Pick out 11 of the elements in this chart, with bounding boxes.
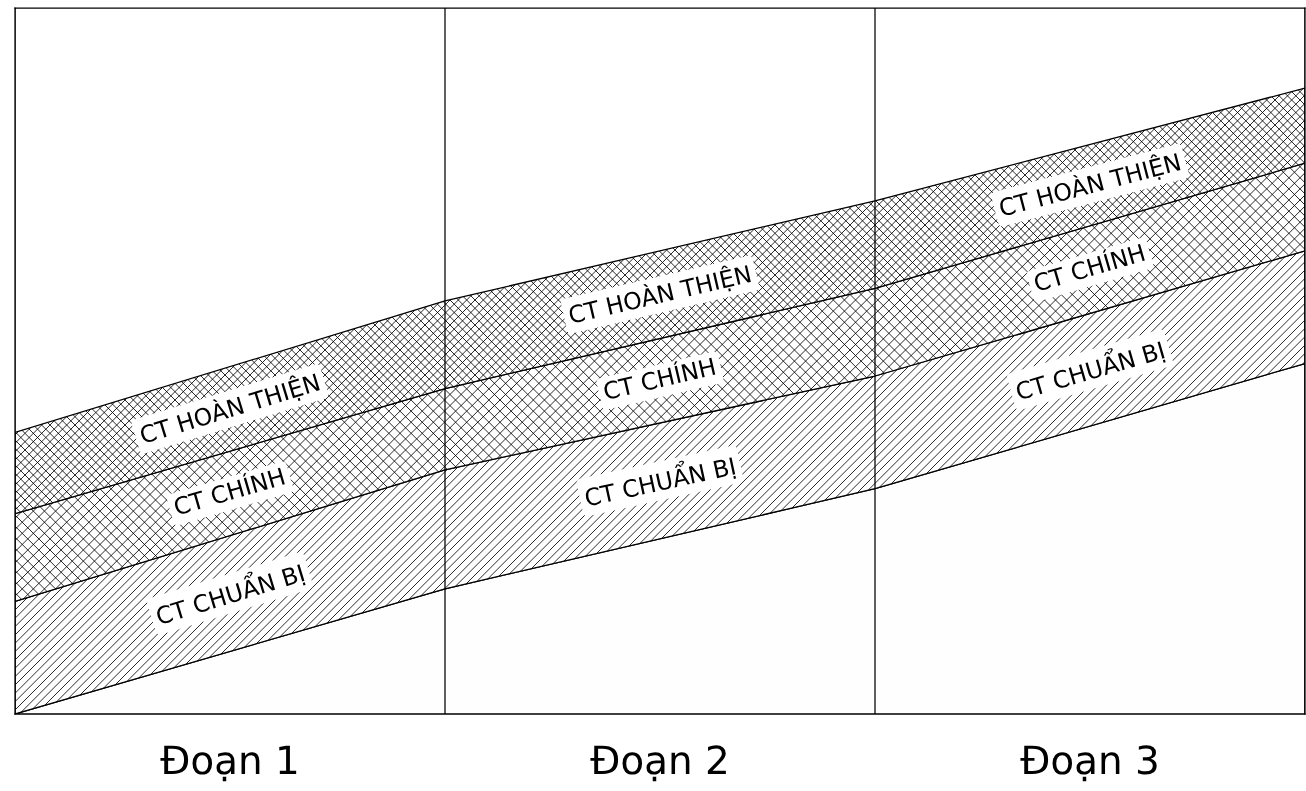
text: CT HOÀN THIỆN: [138, 373, 320, 445]
text: CT CHÍNH: [602, 357, 716, 401]
text: Đoạn 2: [590, 745, 726, 782]
text: CT CHUẨN BỊ: [584, 457, 737, 507]
series-label: CT HOÀN THIỆN: [566, 260, 752, 328]
series-label: CT CHUẨN BỊ: [1012, 334, 1166, 405]
text: Đoạn 1: [160, 745, 297, 782]
text: CT CHÍNH: [1032, 243, 1145, 292]
text: Đoạn 3: [1020, 745, 1157, 782]
series-label: CT CHÍNH: [171, 463, 285, 516]
text: CT HOÀN THIỆN: [998, 153, 1181, 217]
